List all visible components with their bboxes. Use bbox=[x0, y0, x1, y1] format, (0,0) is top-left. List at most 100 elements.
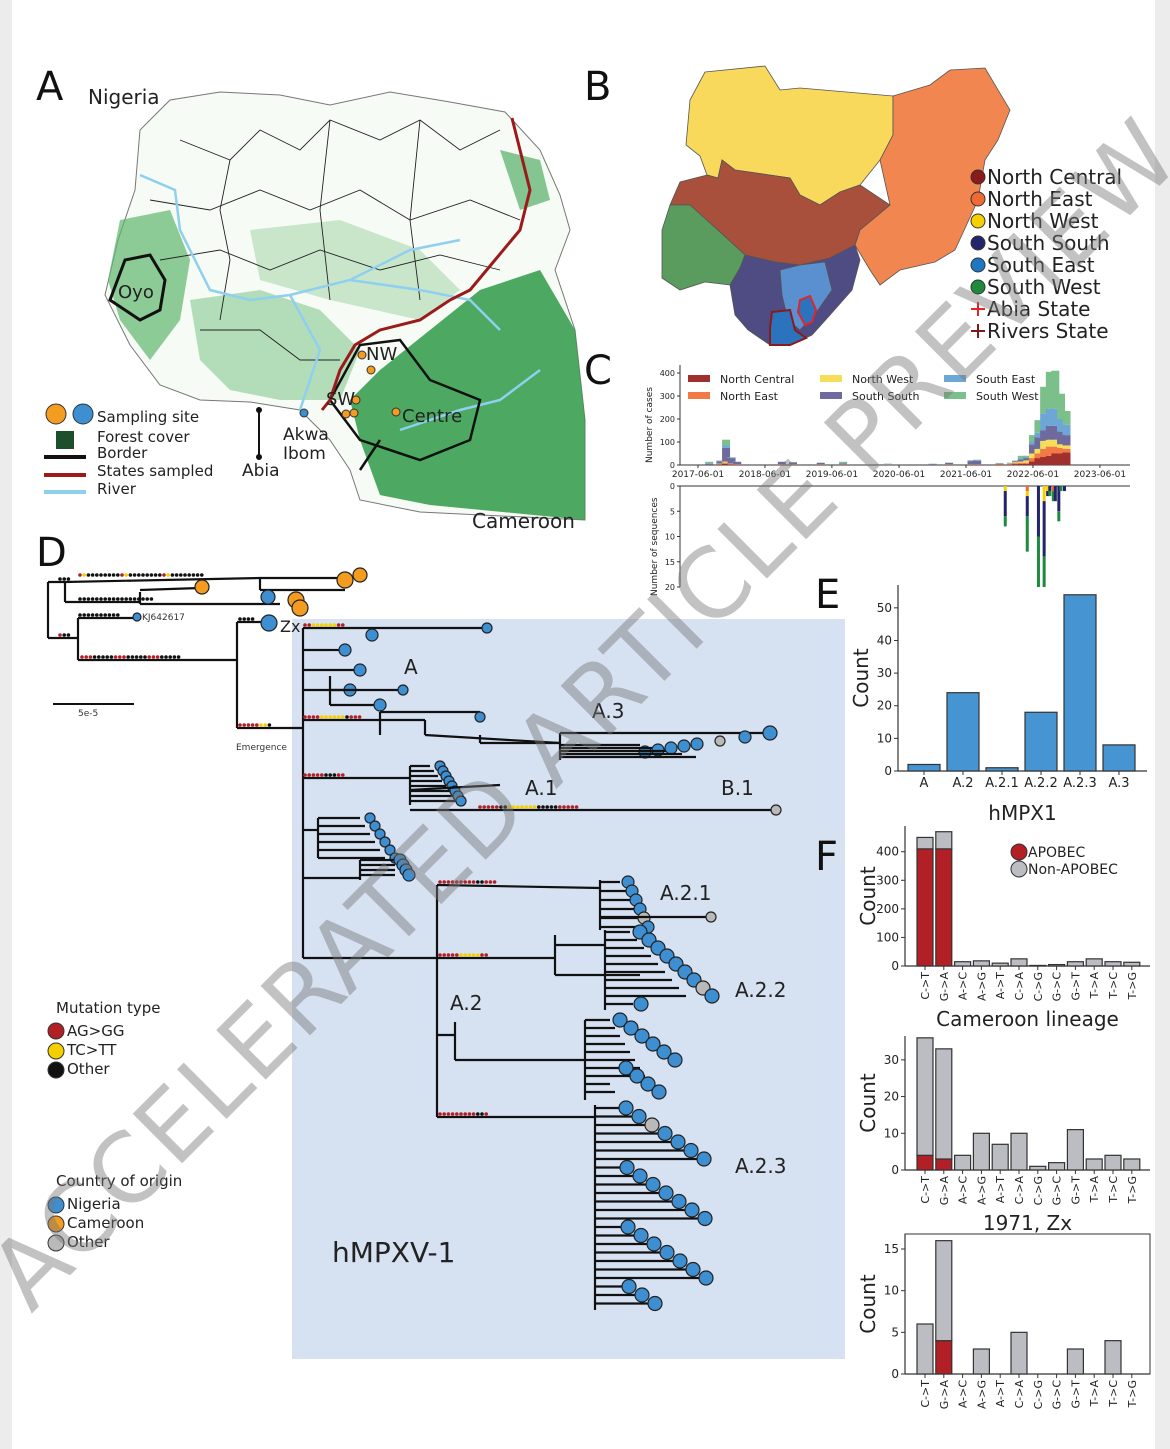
mutation-dot bbox=[455, 953, 459, 957]
c-sequence-bar bbox=[1046, 491, 1050, 497]
bar-T->G-non-apobec bbox=[1123, 961, 1141, 967]
c-bottom-ytick-label: 20 bbox=[665, 583, 675, 592]
tip-other-icon bbox=[714, 735, 726, 747]
tip-nigeria-icon bbox=[620, 1219, 636, 1235]
tip-nigeria-icon bbox=[672, 1253, 688, 1269]
xtick-label: G->T bbox=[1069, 972, 1082, 1001]
c-sequence-bar bbox=[1059, 486, 1063, 492]
ytick-label: 10 bbox=[877, 731, 892, 745]
c-case-bar-north-east bbox=[1062, 448, 1071, 453]
mutation-dot bbox=[66, 577, 71, 581]
xtick-label: T->C bbox=[1107, 972, 1120, 1000]
legend-marker-icon bbox=[970, 279, 986, 295]
mutation-dot bbox=[58, 633, 62, 637]
c-top-ytick-label: 300 bbox=[660, 392, 675, 401]
mutation-dot bbox=[467, 880, 472, 884]
xtick-label: T->G bbox=[1126, 1380, 1139, 1408]
mutation-dot bbox=[103, 597, 107, 601]
bar-T->C-non-apobec bbox=[1104, 1154, 1122, 1171]
c-sequence-bar bbox=[1003, 486, 1007, 492]
c-case-bar-south-west bbox=[1017, 455, 1026, 459]
tip-nigeria-icon bbox=[659, 1244, 675, 1261]
c-case-bar-south-south bbox=[1062, 435, 1071, 446]
mutation-dot bbox=[124, 597, 128, 601]
bar-T->A-non-apobec bbox=[1085, 958, 1103, 967]
mutation-dot bbox=[172, 655, 177, 659]
legend-marker-icon bbox=[970, 235, 986, 251]
xtick-label: G->A bbox=[938, 1380, 951, 1410]
mutation-dot bbox=[478, 805, 482, 809]
mutation-dot bbox=[484, 880, 489, 884]
map-b-legend-item: Abia State bbox=[987, 297, 1091, 321]
mutation-dot bbox=[95, 573, 99, 577]
forest-cover bbox=[108, 210, 190, 360]
mutation-dot bbox=[459, 880, 463, 884]
mutation-dot bbox=[480, 880, 484, 884]
y-axis-label: Count bbox=[856, 1274, 880, 1334]
xtick-label: C->T bbox=[919, 972, 932, 1000]
tip-nigeria-icon bbox=[671, 1193, 687, 1210]
ytick-label: 10 bbox=[884, 1126, 899, 1140]
xtick-label: T->G bbox=[1126, 1176, 1139, 1204]
mutation-dot bbox=[187, 573, 191, 577]
scale-bar-label: 5e-5 bbox=[78, 709, 98, 719]
mutation-dot bbox=[537, 805, 541, 809]
ytick-label: 0 bbox=[891, 1367, 899, 1381]
mutation-dot bbox=[311, 715, 316, 719]
mutation-dot bbox=[95, 597, 99, 601]
xtick-label: A->T bbox=[994, 1176, 1007, 1203]
xtick-label: A->G bbox=[975, 972, 988, 1001]
mutation-dot bbox=[124, 573, 128, 577]
c-case-bar-south-west bbox=[1023, 455, 1032, 457]
tip-other-icon bbox=[770, 804, 782, 816]
ytick-label: 10 bbox=[884, 1284, 899, 1298]
mutation-dot bbox=[450, 953, 455, 957]
mutation-dot bbox=[558, 805, 562, 809]
ytick-label: 40 bbox=[877, 633, 892, 647]
clade-label-a: A bbox=[404, 655, 418, 679]
mutation-dot bbox=[143, 655, 147, 659]
border-cameroon-regions bbox=[328, 338, 482, 471]
label-sw: SW bbox=[326, 389, 355, 410]
mutation-dot bbox=[459, 953, 463, 957]
mutation-dot bbox=[162, 573, 166, 577]
c-case-bar-south-east bbox=[1051, 408, 1060, 426]
mutation-dot bbox=[254, 723, 259, 727]
ytick-label: 5 bbox=[891, 1325, 899, 1339]
c-case-bar-north-west bbox=[1045, 439, 1054, 447]
mutation-dot bbox=[90, 597, 95, 601]
label-oyo: Oyo bbox=[118, 282, 154, 303]
mutation-dot bbox=[520, 805, 524, 809]
mutation-dot bbox=[107, 597, 112, 601]
abia-state-outline bbox=[796, 294, 818, 327]
tip-nigeria-icon bbox=[685, 1261, 701, 1278]
c-top-ytick-label: 400 bbox=[660, 369, 675, 378]
mutation-dot bbox=[492, 880, 497, 884]
border-states-sampled bbox=[320, 117, 532, 411]
c-sequence-bar bbox=[1046, 486, 1050, 492]
mutation-dot bbox=[137, 597, 141, 601]
mutation-dot bbox=[170, 573, 175, 577]
xtick-label: A->C bbox=[957, 1176, 970, 1204]
cameroon-icon bbox=[47, 1215, 65, 1233]
mutation-dot bbox=[341, 773, 345, 777]
mutation-dot bbox=[62, 633, 66, 637]
mutation-dot bbox=[336, 773, 341, 777]
c-case-bar-south-south bbox=[816, 462, 825, 465]
tip-nigeria-icon bbox=[684, 1202, 700, 1218]
mutation-dot bbox=[459, 1112, 463, 1116]
tip-nigeria-icon bbox=[365, 628, 379, 642]
c-case-bar-north-east bbox=[1034, 453, 1043, 459]
c-bottom-ytick-label: 5 bbox=[670, 507, 675, 516]
c-case-bar-south-south bbox=[1034, 437, 1043, 449]
bar-C->T-apobec bbox=[916, 848, 934, 967]
mutation-dot bbox=[176, 655, 181, 659]
legend-swatch bbox=[944, 392, 966, 399]
river-swatch bbox=[44, 490, 86, 494]
mutation-dot bbox=[341, 623, 345, 627]
c-case-bar-north-east bbox=[1017, 462, 1026, 464]
bar-G->A-non-apobec bbox=[935, 831, 953, 850]
bar-A.2.2 bbox=[1024, 711, 1058, 772]
tip-nigeria-icon bbox=[704, 988, 720, 1004]
bar-C->A-non-apobec bbox=[1010, 1331, 1028, 1375]
